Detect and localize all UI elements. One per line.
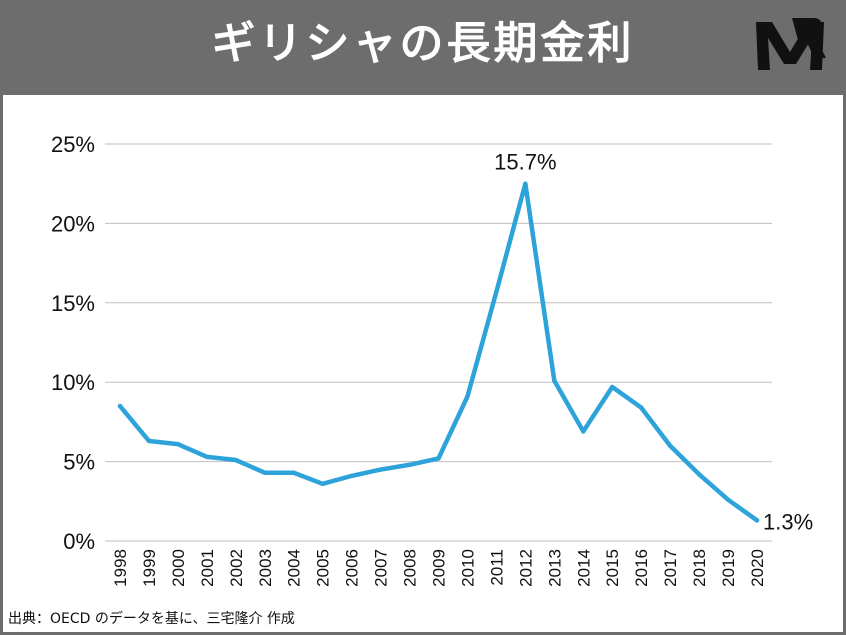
x-tick-label: 2016 xyxy=(632,549,651,587)
data-point xyxy=(523,181,528,186)
x-tick-label: 2006 xyxy=(343,549,362,587)
source-note: 出典：OECD のデータを基に、三宅隆介 作成 xyxy=(8,611,295,627)
x-tick-label: 2010 xyxy=(458,549,477,587)
data-point xyxy=(320,481,325,487)
x-tick-label: 2005 xyxy=(314,549,333,587)
annotations: 15.7% 1.3% xyxy=(494,150,813,535)
data-label: 15.7% xyxy=(494,150,556,175)
data-point xyxy=(204,454,210,460)
x-tick-label: 2011 xyxy=(487,549,506,586)
x-tick-label: 2017 xyxy=(661,549,680,587)
data-point xyxy=(465,394,470,399)
x-tick-label: 2014 xyxy=(574,549,593,587)
x-tick-label: 1998 xyxy=(111,549,130,587)
brand-logo-icon xyxy=(756,18,826,70)
x-tick-label: 2009 xyxy=(430,549,449,587)
x-tick-label: 2000 xyxy=(169,549,188,587)
data-point xyxy=(638,405,644,410)
chart-title: ギリシャの長期金利 xyxy=(211,18,635,69)
x-tick-label: 2013 xyxy=(545,549,564,587)
data-label: 1.3% xyxy=(763,509,813,534)
data-point xyxy=(436,456,441,461)
y-tick-label: 20% xyxy=(51,211,95,236)
data-point xyxy=(175,441,181,447)
x-tick-label: 2015 xyxy=(603,549,622,587)
x-tick-label: 2007 xyxy=(372,549,391,587)
data-point xyxy=(696,472,702,477)
data-point xyxy=(233,457,239,463)
y-axis-ticks: 0% 5% 10% 15% 20% 25% xyxy=(51,132,95,554)
series-line xyxy=(117,181,760,523)
title-bar: ギリシャの長期金利 xyxy=(0,0,846,95)
x-tick-label: 2004 xyxy=(285,549,304,587)
series-layer xyxy=(117,181,760,523)
data-point xyxy=(667,443,673,448)
data-point xyxy=(494,289,499,294)
line-chart: 0% 5% 10% 15% 20% 25% 1998 1999 2000 2001 2002 200… xyxy=(51,132,813,587)
y-tick-label: 10% xyxy=(51,370,95,395)
data-point xyxy=(262,470,267,475)
x-axis-ticks: 1998 1999 2000 2001 2002 2003 2004 2005 2006 2007… xyxy=(111,549,767,587)
x-tick-label: 1999 xyxy=(140,549,159,587)
data-point xyxy=(725,497,731,502)
data-point xyxy=(146,438,152,444)
y-tick-label: 15% xyxy=(51,291,95,316)
data-point xyxy=(610,384,615,390)
data-point xyxy=(291,470,296,475)
x-tick-label: 2018 xyxy=(690,549,709,587)
x-tick-label: 2001 xyxy=(198,549,217,587)
data-point xyxy=(349,473,354,479)
grid-lines xyxy=(105,143,772,542)
data-point xyxy=(552,378,557,383)
x-tick-label: 2002 xyxy=(227,549,246,587)
data-point xyxy=(407,462,412,467)
y-tick-label: 25% xyxy=(51,132,95,157)
x-tick-label: 2003 xyxy=(256,549,275,587)
y-tick-label: 0% xyxy=(63,529,95,554)
x-tick-label: 2008 xyxy=(401,549,420,587)
data-point xyxy=(581,429,586,434)
x-tick-label: 2012 xyxy=(516,549,535,587)
x-tick-label: 2019 xyxy=(719,549,738,587)
data-point xyxy=(378,467,383,472)
data-point xyxy=(117,403,123,409)
data-point xyxy=(754,518,760,523)
y-tick-label: 5% xyxy=(63,450,95,475)
x-tick-label: 2020 xyxy=(748,549,767,587)
